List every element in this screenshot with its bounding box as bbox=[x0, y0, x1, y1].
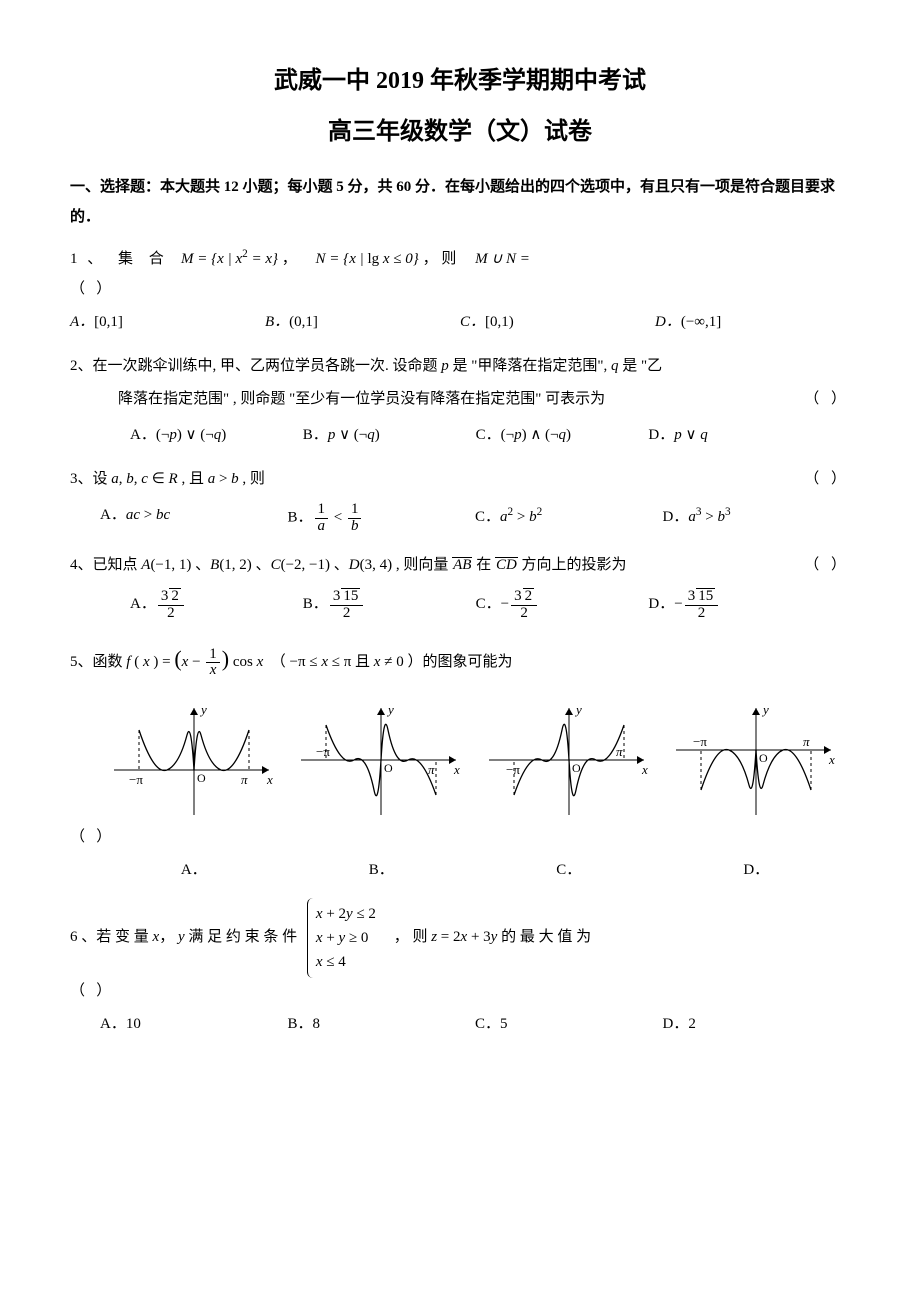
q3-opt-b: B．1a < 1b bbox=[288, 502, 476, 535]
q6-constraints: x + 2y ≤ 2 x + y ≥ 0 x ≤ 4 bbox=[307, 898, 384, 978]
question-1: 1 、 集 合 M = {x | x2 = x} ， N = {x | lg x… bbox=[70, 242, 850, 336]
q5-graph-d: y x O −π π bbox=[671, 700, 841, 820]
title-line-1: 武威一中 2019 年秋季学期期中考试 bbox=[70, 60, 850, 103]
q3-opt-d: D．a3 > b3 bbox=[663, 502, 851, 535]
q6-opt-c: C．5 bbox=[475, 1011, 663, 1038]
q5-graph-labels: A． B． C． D． bbox=[100, 857, 850, 884]
svg-text:O: O bbox=[384, 761, 393, 775]
q5-graph-c: y x O −π π bbox=[484, 700, 654, 820]
svg-text:−π: −π bbox=[129, 772, 143, 787]
svg-text:−π: −π bbox=[316, 744, 330, 759]
q4-paren: （ ） bbox=[804, 549, 850, 582]
q3-opt-c: C．a2 > b2 bbox=[475, 502, 663, 535]
svg-text:y: y bbox=[761, 702, 769, 717]
q2-opt-a: A．(¬p) ∨ (¬q) bbox=[130, 422, 303, 449]
q4-opt-c: C．−322 bbox=[476, 588, 649, 622]
question-6: 6 、若 变 量 x， y 满 足 约 束 条 件 x + 2y ≤ 2 x +… bbox=[70, 898, 850, 1038]
q3-options: A．ac > bc B．1a < 1b C．a2 > b2 D．a3 > b3 bbox=[70, 502, 850, 535]
q6-options: A．10 B．8 C．5 D．2 bbox=[70, 1011, 850, 1038]
q6-stem: 6 、若 变 量 x， y 满 足 约 束 条 件 x + 2y ≤ 2 x +… bbox=[70, 898, 850, 978]
q1-set-n: N = {x | lg x ≤ 0} bbox=[316, 251, 419, 267]
q2-opt-b: B．p ∨ (¬q) bbox=[303, 422, 476, 449]
q1-expr: M ∪ N = bbox=[475, 251, 530, 267]
q6-opt-a: A．10 bbox=[100, 1011, 288, 1038]
q6-opt-b: B．8 bbox=[288, 1011, 476, 1038]
svg-text:π: π bbox=[241, 772, 248, 787]
q1-opt-c: C．[0,1) bbox=[460, 309, 655, 336]
q2-stem: 2、在一次跳伞训练中, 甲、乙两位学员各跳一次. 设命题 p 是 "甲降落在指定… bbox=[70, 350, 850, 416]
svg-text:y: y bbox=[199, 702, 207, 717]
q2-paren: （ ） bbox=[804, 383, 850, 416]
q5-graphs: y x O −π π y x O −π π bbox=[100, 700, 850, 820]
svg-text:π: π bbox=[803, 734, 810, 749]
q2-text-1: 2、在一次跳伞训练中, 甲、乙两位学员各跳一次. 设命题 bbox=[70, 358, 441, 374]
q1-stem: 1 、 集 合 M = {x | x2 = x} ， N = {x | lg x… bbox=[70, 242, 850, 276]
svg-text:O: O bbox=[759, 751, 768, 765]
q4-opt-a: A．322 bbox=[130, 588, 303, 622]
q5-stem: 5、函数 f ( x ) = (x − 1x) cos x （ −π ≤ x ≤… bbox=[70, 635, 850, 683]
q5-graph-b: y x O −π π bbox=[296, 700, 466, 820]
q1-options: A．[0,1] B．(0,1] C．[0,1) D．(−∞,1] bbox=[70, 309, 850, 336]
q4-opt-d: D．−3152 bbox=[648, 588, 821, 622]
q1-num: 1 bbox=[70, 251, 84, 267]
q6-opt-d: D．2 bbox=[663, 1011, 851, 1038]
q1-sep2: ， 则 bbox=[423, 251, 457, 267]
q5-graph-a: y x O −π π bbox=[109, 700, 279, 820]
q2-opt-c: C．(¬p) ∧ (¬q) bbox=[476, 422, 649, 449]
q3-stem: 3、设 a, b, c ∈ R , 且 a > b , 则 （ ） bbox=[70, 463, 850, 496]
q1-sep1: ， bbox=[282, 251, 297, 267]
svg-text:−π: −π bbox=[693, 734, 707, 749]
q1-set-m: M = {x | x2 = x} bbox=[181, 251, 278, 267]
q3-opt-a: A．ac > bc bbox=[100, 502, 288, 535]
q5-label-a: A． bbox=[109, 857, 279, 884]
q2-options: A．(¬p) ∨ (¬q) B．p ∨ (¬q) C．(¬p) ∧ (¬q) D… bbox=[70, 422, 850, 449]
svg-text:π: π bbox=[616, 744, 623, 759]
svg-text:−π: −π bbox=[506, 762, 520, 777]
svg-text:x: x bbox=[828, 752, 835, 767]
q2-text-2: 降落在指定范围" , 则命题 "至少有一位学员没有降落在指定范围" 可表示为 （… bbox=[70, 383, 850, 416]
q4-options: A．322 B．3152 C．−322 D．−3152 bbox=[70, 588, 850, 622]
question-2: 2、在一次跳伞训练中, 甲、乙两位学员各跳一次. 设命题 p 是 "甲降落在指定… bbox=[70, 350, 850, 449]
q5-label-b: B． bbox=[296, 857, 466, 884]
svg-text:x: x bbox=[266, 772, 273, 787]
svg-text:O: O bbox=[572, 761, 581, 775]
svg-text:x: x bbox=[453, 762, 460, 777]
q3-paren: （ ） bbox=[804, 463, 850, 496]
question-3: 3、设 a, b, c ∈ R , 且 a > b , 则 （ ） A．ac >… bbox=[70, 463, 850, 535]
q5-label-d: D． bbox=[671, 857, 841, 884]
svg-text:y: y bbox=[386, 702, 394, 717]
section-heading: 一、选择题：本大题共 12 小题；每小题 5 分，共 60 分．在每小题给出的四… bbox=[70, 172, 850, 232]
q1-paren: （ ） bbox=[70, 276, 850, 303]
q4-opt-b: B．3152 bbox=[303, 588, 476, 622]
q5-paren: （ ） bbox=[70, 824, 850, 851]
question-5: 5、函数 f ( x ) = (x − 1x) cos x （ −π ≤ x ≤… bbox=[70, 635, 850, 883]
svg-text:y: y bbox=[574, 702, 582, 717]
svg-text:x: x bbox=[641, 762, 648, 777]
q6-paren: （ ） bbox=[70, 978, 850, 1005]
q1-opt-d: D．(−∞,1] bbox=[655, 309, 850, 336]
q2-opt-d: D．p ∨ q bbox=[648, 422, 821, 449]
q4-stem: 4、已知点 A(−1, 1) 、B(1, 2) 、C(−2, −1) 、D(3,… bbox=[70, 549, 850, 582]
q1-opt-a: A．[0,1] bbox=[70, 309, 265, 336]
question-4: 4、已知点 A(−1, 1) 、B(1, 2) 、C(−2, −1) 、D(3,… bbox=[70, 549, 850, 622]
title-line-2: 高三年级数学（文）试卷 bbox=[70, 111, 850, 154]
svg-text:π: π bbox=[428, 762, 435, 777]
q1-opt-b: B．(0,1] bbox=[265, 309, 460, 336]
q5-label-c: C． bbox=[484, 857, 654, 884]
q1-lead: 、 集 合 bbox=[87, 251, 170, 267]
svg-text:O: O bbox=[197, 771, 206, 785]
